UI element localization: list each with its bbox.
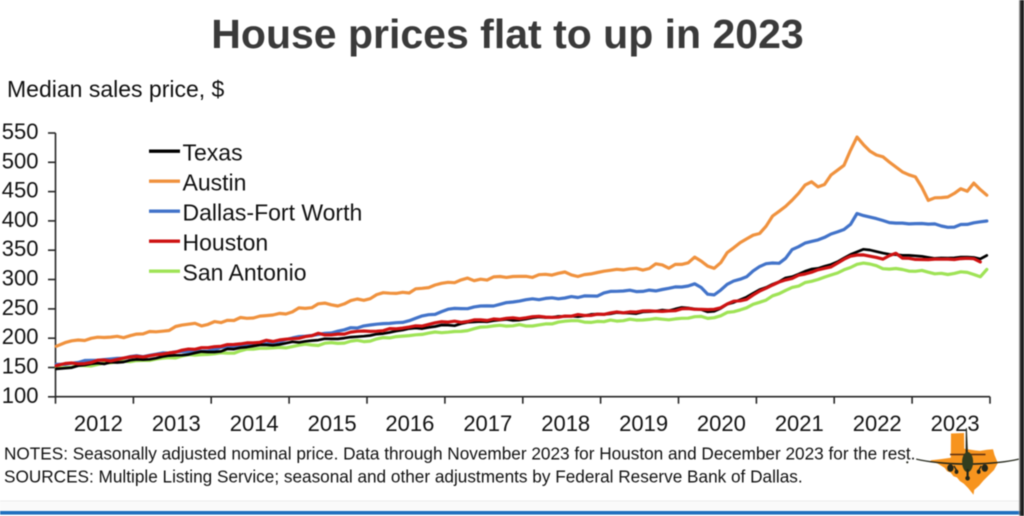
svg-text:2022: 2022 — [853, 411, 902, 436]
svg-text:450: 450 — [2, 178, 39, 203]
svg-text:2016: 2016 — [385, 411, 434, 436]
svg-text:200: 200 — [2, 324, 39, 349]
svg-text:Dallas-Fort Worth: Dallas-Fort Worth — [183, 199, 363, 225]
svg-text:250: 250 — [2, 295, 39, 320]
svg-text:Austin: Austin — [183, 169, 247, 195]
svg-text:Texas: Texas — [183, 139, 243, 165]
svg-text:500: 500 — [2, 148, 39, 173]
svg-text:400: 400 — [2, 207, 39, 232]
svg-text:2012: 2012 — [74, 411, 123, 436]
svg-text:2013: 2013 — [152, 411, 201, 436]
svg-text:550: 550 — [2, 119, 39, 144]
svg-text:NOTES: Seasonally adjusted nom: NOTES: Seasonally adjusted nominal price… — [4, 444, 915, 464]
svg-text:2019: 2019 — [619, 411, 668, 436]
svg-text:2018: 2018 — [541, 411, 590, 436]
svg-text:Houston: Houston — [183, 229, 269, 255]
svg-text:San Antonio: San Antonio — [183, 259, 307, 285]
svg-text:2015: 2015 — [308, 411, 357, 436]
svg-text:2023: 2023 — [931, 411, 980, 436]
svg-text:House prices flat to up in 202: House prices flat to up in 2023 — [211, 11, 803, 57]
svg-text:2017: 2017 — [463, 411, 512, 436]
svg-text:SOURCES: Multiple Listing Serv: SOURCES: Multiple Listing Service; seaso… — [4, 467, 803, 487]
svg-text:2021: 2021 — [775, 411, 824, 436]
svg-text:150: 150 — [2, 354, 39, 379]
svg-text:300: 300 — [2, 266, 39, 291]
svg-text:Median sales price, $: Median sales price, $ — [7, 76, 225, 102]
svg-text:2020: 2020 — [697, 411, 746, 436]
svg-text:350: 350 — [2, 236, 39, 261]
svg-text:2014: 2014 — [230, 411, 279, 436]
svg-text:100: 100 — [2, 383, 39, 408]
